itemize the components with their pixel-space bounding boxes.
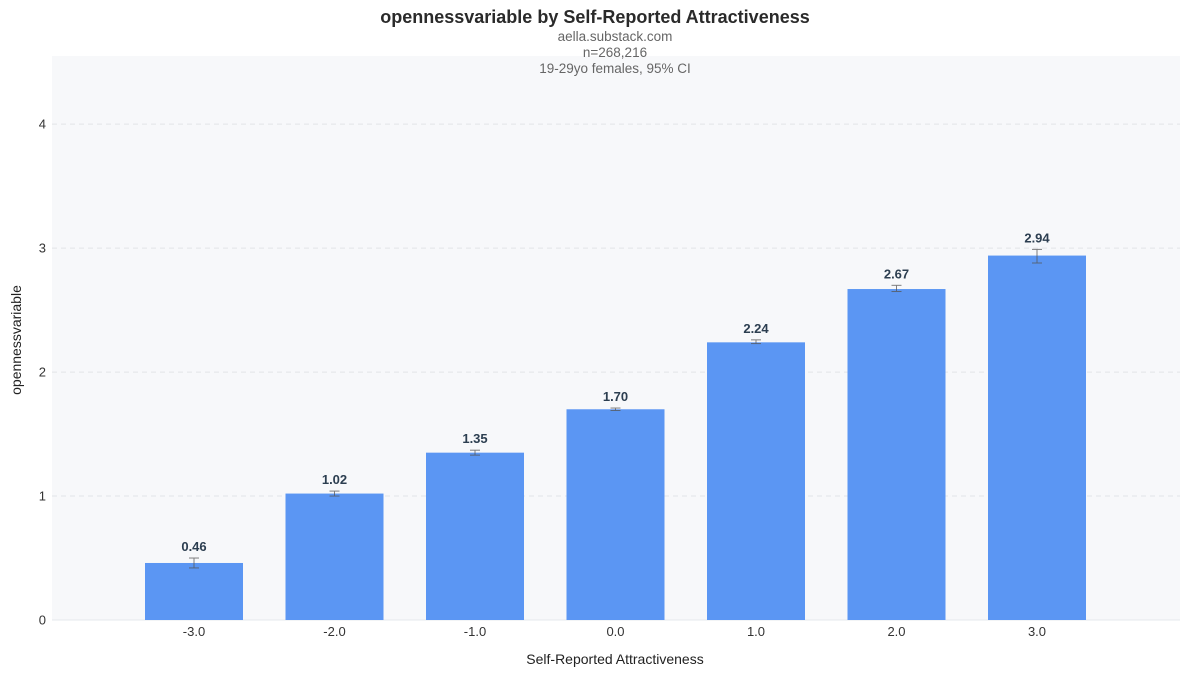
data-label: 1.02 [322,472,347,487]
data-label: 2.67 [884,266,909,281]
y-axis-ticks: 0 1 2 3 4 [39,117,46,628]
bars [145,255,1086,621]
chart-title: opennessvariable by Self-Reported Attrac… [380,7,809,27]
bar [847,289,946,620]
x-tick-label: -1.0 [464,624,486,639]
bar [988,255,1086,621]
chart-subtitle-group: 19-29yo females, 95% CI [539,61,691,76]
data-label: 2.24 [743,321,769,336]
error-bar [751,339,761,345]
data-label: 2.94 [1024,230,1050,245]
x-tick-label: 0.0 [606,624,624,639]
data-label: 0.46 [181,539,206,554]
x-tick-label: -2.0 [323,624,345,639]
x-tick-label: -3.0 [183,624,205,639]
bar [426,452,524,620]
y-tick-label: 3 [39,241,46,256]
error-bar [1032,248,1042,264]
y-tick-label: 0 [39,613,46,628]
data-label: 1.35 [462,431,487,446]
error-bar [891,284,902,293]
error-bars [189,248,1042,569]
x-axis-ticks: -3.0 -2.0 -1.0 0.0 1.0 2.0 3.0 [183,624,1046,639]
y-tick-label: 1 [39,489,46,504]
error-bar [329,490,340,497]
bar [285,493,384,620]
x-tick-label: 2.0 [887,624,905,639]
y-axis-label: opennessvariable [8,285,24,395]
x-tick-label: 3.0 [1028,624,1046,639]
x-axis-label: Self-Reported Attractiveness [526,651,703,667]
data-labels: 0.46 1.02 1.35 1.70 2.24 2.67 2.94 [181,230,1050,554]
bar [707,342,805,620]
y-tick-label: 2 [39,365,46,380]
bar [145,562,243,620]
y-tick-label: 4 [39,117,46,132]
x-tick-label: 1.0 [747,624,765,639]
error-bar [189,557,199,569]
bar [566,409,665,620]
chart-subtitle-source: aella.substack.com [558,29,673,44]
data-label: 1.70 [603,389,628,404]
chart-subtitle-n: n=268,216 [583,45,647,60]
error-bar [610,407,621,412]
error-bar [470,449,480,456]
